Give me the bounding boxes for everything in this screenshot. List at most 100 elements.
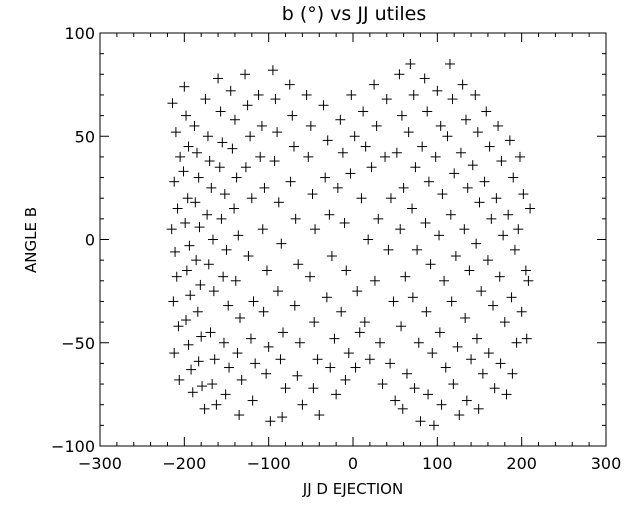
data-point	[183, 339, 194, 350]
data-point	[220, 389, 231, 400]
data-point	[350, 362, 361, 373]
x-tick-label: 200	[506, 454, 537, 473]
data-point	[445, 209, 456, 220]
data-point	[182, 193, 193, 204]
data-point	[202, 131, 213, 142]
data-point	[454, 410, 465, 421]
data-point	[449, 168, 460, 179]
x-tick-label: 100	[422, 454, 453, 473]
data-point	[178, 166, 189, 177]
data-point	[482, 255, 493, 266]
data-point	[383, 244, 394, 255]
data-point	[428, 420, 439, 431]
data-point	[199, 403, 210, 414]
data-point	[202, 209, 213, 220]
data-point	[459, 224, 470, 235]
data-point	[476, 286, 487, 297]
x-axis-label: JJ D EJECTION	[302, 480, 403, 498]
data-point	[346, 89, 357, 100]
data-point	[229, 203, 240, 214]
data-point	[272, 127, 283, 138]
data-point	[462, 182, 473, 193]
data-point	[180, 217, 191, 228]
data-point	[467, 160, 478, 171]
data-point	[245, 333, 256, 344]
data-point	[436, 399, 447, 410]
data-point	[305, 120, 316, 131]
data-point	[503, 209, 514, 220]
tick-labels: −300 −200 −100 0 100 200 300 −100 −50 0 50 100	[51, 24, 621, 473]
data-point	[520, 265, 531, 276]
data-point	[352, 286, 363, 297]
data-point	[318, 100, 329, 111]
data-point	[457, 79, 468, 90]
y-tick-label: 0	[85, 231, 95, 250]
data-point	[356, 193, 367, 204]
data-point	[269, 156, 280, 167]
data-point	[278, 327, 289, 338]
data-point	[173, 321, 184, 332]
data-point	[388, 296, 399, 307]
data-point	[412, 244, 423, 255]
data-point	[243, 251, 254, 262]
data-point	[450, 251, 461, 262]
data-point	[371, 120, 382, 131]
data-point	[489, 383, 500, 394]
data-point	[303, 151, 314, 162]
data-point	[207, 379, 218, 390]
data-point	[181, 265, 192, 276]
data-point	[360, 141, 371, 152]
data-point	[256, 120, 267, 131]
data-point	[466, 354, 477, 365]
data-point	[257, 224, 268, 235]
data-point	[479, 176, 490, 187]
data-point	[380, 151, 391, 162]
data-point	[174, 374, 185, 385]
data-point	[322, 135, 333, 146]
data-point	[506, 292, 517, 303]
data-point	[265, 416, 276, 427]
data-point	[206, 182, 217, 193]
data-point	[221, 244, 232, 255]
data-point	[398, 182, 409, 193]
data-point	[242, 100, 253, 111]
data-point	[261, 265, 272, 276]
data-point	[461, 395, 472, 406]
data-point	[440, 362, 451, 373]
data-point	[511, 337, 522, 348]
data-point	[336, 306, 347, 317]
data-point	[415, 416, 426, 427]
data-point	[434, 327, 445, 338]
data-point	[192, 306, 203, 317]
data-point	[472, 127, 483, 138]
data-point	[227, 143, 238, 154]
data-point	[287, 110, 298, 121]
data-point	[335, 114, 346, 125]
data-point	[304, 271, 315, 282]
data-point	[214, 162, 225, 173]
data-point	[169, 176, 180, 187]
data-point	[494, 271, 505, 282]
data-point	[407, 292, 418, 303]
data-point	[275, 354, 286, 365]
data-point	[343, 348, 354, 359]
data-point	[183, 141, 194, 152]
data-point	[396, 321, 407, 332]
data-point	[233, 230, 244, 241]
data-point	[354, 327, 365, 338]
data-point	[246, 193, 257, 204]
data-point	[394, 69, 405, 80]
data-point	[245, 131, 256, 142]
y-tick-label: −50	[61, 334, 95, 353]
data-point	[507, 368, 518, 379]
data-point	[369, 275, 380, 286]
data-point	[314, 410, 325, 421]
data-point	[297, 399, 308, 410]
data-point	[229, 114, 240, 125]
data-point	[385, 358, 396, 369]
data-point	[290, 213, 301, 224]
data-point	[204, 156, 215, 167]
data-point	[446, 296, 457, 307]
data-point	[193, 356, 204, 367]
data-point	[395, 224, 406, 235]
